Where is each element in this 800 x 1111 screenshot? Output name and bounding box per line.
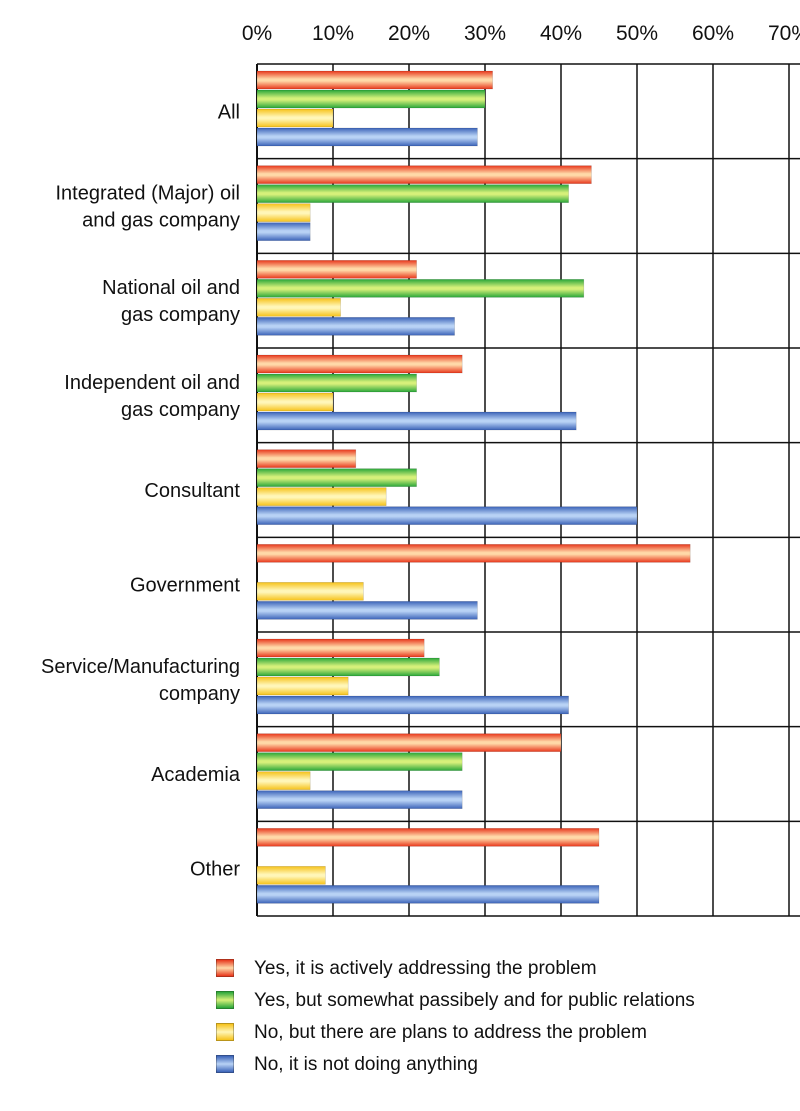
- x-axis-ticks: 0% 10% 20% 30% 40% 50% 60% 70%: [242, 22, 800, 45]
- x-tick-label: 20%: [388, 22, 430, 45]
- x-tick-label: 30%: [464, 22, 506, 45]
- legend-item-passively: Yes, but somewhat passibely and for publ…: [216, 988, 695, 1020]
- bar-actively: [256, 828, 600, 847]
- category-label: and gas company: [82, 210, 240, 232]
- category-label: Consultant: [144, 480, 240, 502]
- bar-actively: [256, 638, 425, 658]
- bar-passively: [256, 468, 417, 487]
- legend-swatch-yellow: [216, 1023, 234, 1041]
- category-label: National oil and: [102, 277, 240, 299]
- legend-label: Yes, it is actively addressing the probl…: [254, 958, 597, 979]
- bars: [256, 70, 691, 904]
- bar-plans: [256, 108, 334, 128]
- x-tick-label: 50%: [616, 22, 658, 45]
- category-labels: All Integrated (Major) oil and gas company…: [41, 101, 241, 880]
- legend-label: Yes, but somewhat passibely and for publ…: [254, 990, 695, 1011]
- grid-lines: [256, 63, 800, 917]
- category-label: Academia: [151, 764, 241, 786]
- legend-label: No, it is not doing anything: [254, 1054, 478, 1075]
- bar-passively: [256, 89, 486, 109]
- bar-plans: [256, 676, 349, 696]
- bar-actively: [256, 449, 357, 468]
- legend-swatch-green: [216, 991, 234, 1009]
- x-tick-label: 60%: [692, 22, 734, 45]
- bar-nothing: [256, 317, 455, 336]
- category-label: gas company: [121, 304, 240, 326]
- bar-plans: [256, 582, 364, 601]
- bar-passively: [256, 752, 463, 771]
- bar-plans: [256, 392, 334, 412]
- bar-plans: [256, 203, 311, 222]
- bar-nothing: [256, 127, 478, 147]
- bar-passively: [256, 657, 440, 677]
- legend-label: No, but there are plans to address the p…: [254, 1022, 647, 1043]
- bar-nothing: [256, 695, 569, 715]
- legend-swatch-blue: [216, 1055, 234, 1073]
- bar-nothing: [256, 222, 311, 241]
- bar-actively: [256, 544, 691, 563]
- bar-nothing: [256, 506, 638, 525]
- category-label: Government: [130, 575, 240, 597]
- bar-nothing: [256, 601, 478, 620]
- bar-nothing: [256, 885, 600, 904]
- bar-actively: [256, 165, 592, 184]
- category-label: All: [218, 101, 240, 123]
- x-tick-label: 0%: [242, 22, 272, 45]
- bar-passively: [256, 184, 569, 203]
- legend: Yes, it is actively addressing the probl…: [216, 956, 695, 1084]
- x-tick-label: 10%: [312, 22, 354, 45]
- bar-actively: [256, 70, 493, 90]
- x-tick-label: 70%: [768, 22, 800, 45]
- category-label: Independent oil and: [64, 372, 240, 394]
- bar-passively: [256, 373, 417, 393]
- bar-actively: [256, 354, 463, 374]
- category-label: company: [159, 683, 240, 705]
- bar-nothing: [256, 411, 577, 431]
- bar-passively: [256, 279, 585, 298]
- legend-item-nothing: No, it is not doing anything: [216, 1052, 695, 1084]
- legend-item-plans: No, but there are plans to address the p…: [216, 1020, 695, 1052]
- legend-swatch-red: [216, 959, 234, 977]
- category-label: Service/Manufacturing: [41, 656, 240, 678]
- bar-plans: [256, 771, 311, 790]
- category-label: gas company: [121, 399, 240, 421]
- bar-actively: [256, 260, 417, 279]
- bar-nothing: [256, 790, 463, 809]
- bar-actively: [256, 733, 562, 752]
- bar-plans: [256, 298, 341, 317]
- category-label: Other: [190, 859, 240, 881]
- bar-plans: [256, 487, 387, 506]
- bar-plans: [256, 866, 326, 885]
- x-tick-label: 40%: [540, 22, 582, 45]
- legend-item-actively: Yes, it is actively addressing the probl…: [216, 956, 695, 988]
- category-label: Integrated (Major) oil: [55, 183, 240, 205]
